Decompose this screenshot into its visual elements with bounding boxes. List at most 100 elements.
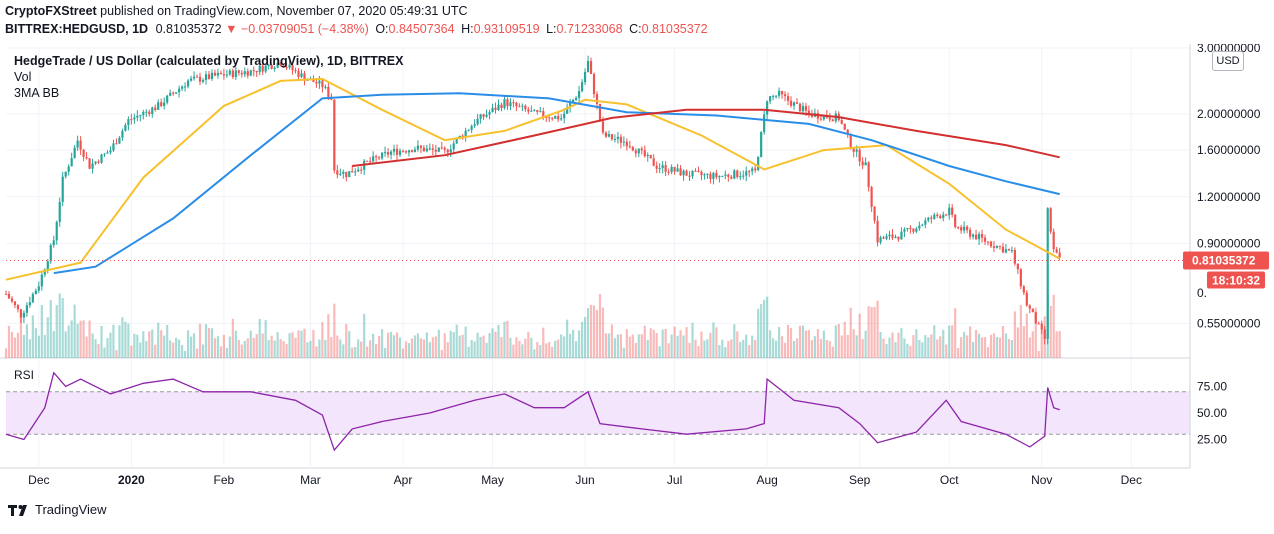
candle-body xyxy=(986,241,990,243)
candle-body xyxy=(327,86,330,97)
volume-bar xyxy=(885,344,888,358)
volume-bar xyxy=(297,330,300,358)
time-tick-label: Sep xyxy=(849,473,871,487)
down-arrow-icon: ▼ xyxy=(225,22,238,36)
chart-svg[interactable]: 3.000000002.000000001.600000001.20000000… xyxy=(0,41,1274,529)
candle-body xyxy=(1001,246,1005,253)
volume-bar xyxy=(864,330,867,358)
last-price: 0.81035372 xyxy=(155,22,222,36)
volume-bar xyxy=(876,300,879,358)
volume-bar xyxy=(685,327,688,358)
volume-bar xyxy=(646,339,649,358)
candle-body xyxy=(61,176,64,202)
bb-indicator-label[interactable]: 3MA BB xyxy=(14,86,60,100)
volume-bar xyxy=(255,334,258,358)
volume-bar xyxy=(276,332,279,358)
candle-body xyxy=(303,73,306,81)
volume-bar xyxy=(715,327,718,358)
volume-bar xyxy=(769,330,772,358)
candle-body xyxy=(1031,308,1034,313)
volume-bar xyxy=(425,332,428,358)
candle-body xyxy=(82,149,85,158)
candle-body xyxy=(945,214,948,216)
tradingview-logo[interactable]: TradingView xyxy=(8,502,107,517)
volume-bar xyxy=(774,340,778,358)
volume-bar xyxy=(536,342,539,358)
volume-bar xyxy=(586,308,590,358)
candle-body xyxy=(774,95,778,97)
candle-body xyxy=(201,80,205,82)
candle-body xyxy=(267,64,270,66)
candle-body xyxy=(852,148,855,152)
candle-body xyxy=(903,229,906,232)
candle-body xyxy=(894,236,897,238)
volume-bar xyxy=(189,336,193,358)
volume-bar xyxy=(145,341,148,358)
volume-bar xyxy=(694,339,697,358)
candle-body xyxy=(449,149,452,153)
candle-body xyxy=(243,71,246,75)
volume-bar xyxy=(246,338,249,358)
volume-bar xyxy=(858,313,861,358)
candle-body xyxy=(115,143,118,145)
price-tick-label-partial: 0. xyxy=(1197,286,1207,300)
volume-bar xyxy=(37,335,40,358)
rsi-label[interactable]: RSI xyxy=(14,368,35,382)
candle-body xyxy=(980,234,984,238)
volume-bar xyxy=(1055,331,1058,358)
volume-bar xyxy=(395,332,399,358)
candle-body xyxy=(569,103,572,108)
volume-bar xyxy=(345,323,348,358)
volume-bar xyxy=(333,303,336,358)
candle-body xyxy=(279,62,282,66)
candle-body xyxy=(760,131,763,157)
candle-body xyxy=(1013,249,1016,264)
volume-bar xyxy=(673,326,676,358)
candle-body xyxy=(936,214,939,216)
volume-bar xyxy=(640,334,643,358)
price-tick-label: 2.00000000 xyxy=(1197,107,1261,121)
volume-bar xyxy=(1010,340,1013,358)
candle-body xyxy=(431,148,434,150)
candle-body xyxy=(557,116,560,120)
volume-bar xyxy=(619,334,622,358)
volume-indicator-label[interactable]: Vol xyxy=(14,70,32,84)
volume-bar xyxy=(91,333,94,358)
candle-body xyxy=(604,132,608,137)
volume-bar xyxy=(261,333,264,358)
volume-bar xyxy=(801,325,805,358)
candle-body xyxy=(1010,249,1013,251)
volume-bar xyxy=(52,331,55,358)
candle-body xyxy=(873,206,876,221)
candle-body xyxy=(545,116,548,118)
volume-bar xyxy=(667,343,670,358)
author-name[interactable]: CryptoFXStreet xyxy=(5,4,97,18)
volume-bar xyxy=(936,339,939,358)
volume-bar xyxy=(849,307,852,358)
candle-body xyxy=(801,106,805,112)
candle-body xyxy=(354,171,357,173)
candle-body xyxy=(288,64,291,68)
candle-body xyxy=(336,170,339,175)
volume-bar xyxy=(592,305,596,358)
currency-button[interactable]: USD xyxy=(1212,51,1244,71)
volume-bar xyxy=(183,350,187,358)
candle-body xyxy=(601,121,605,133)
chart-area[interactable]: 3.00000000 2.00000000 1.60000000 1.20000000… xyxy=(0,41,1274,529)
volume-bar xyxy=(954,308,957,358)
volume-bar xyxy=(777,326,781,358)
volume-bar xyxy=(279,338,282,358)
volume-bar xyxy=(724,347,727,358)
candle-body xyxy=(769,96,772,102)
candle-body xyxy=(697,170,700,172)
rsi-tick-label: 75.00 xyxy=(1197,380,1227,394)
volume-bar xyxy=(231,318,234,358)
candle-body xyxy=(733,170,736,179)
volume-bar xyxy=(327,314,330,358)
volume-bar xyxy=(434,336,437,358)
volume-bar xyxy=(966,335,969,358)
volume-bar xyxy=(542,327,545,358)
candle-body xyxy=(1037,323,1040,325)
volume-bar xyxy=(736,331,739,358)
chart-title: HedgeTrade / US Dollar (calculated by Tr… xyxy=(14,54,404,68)
